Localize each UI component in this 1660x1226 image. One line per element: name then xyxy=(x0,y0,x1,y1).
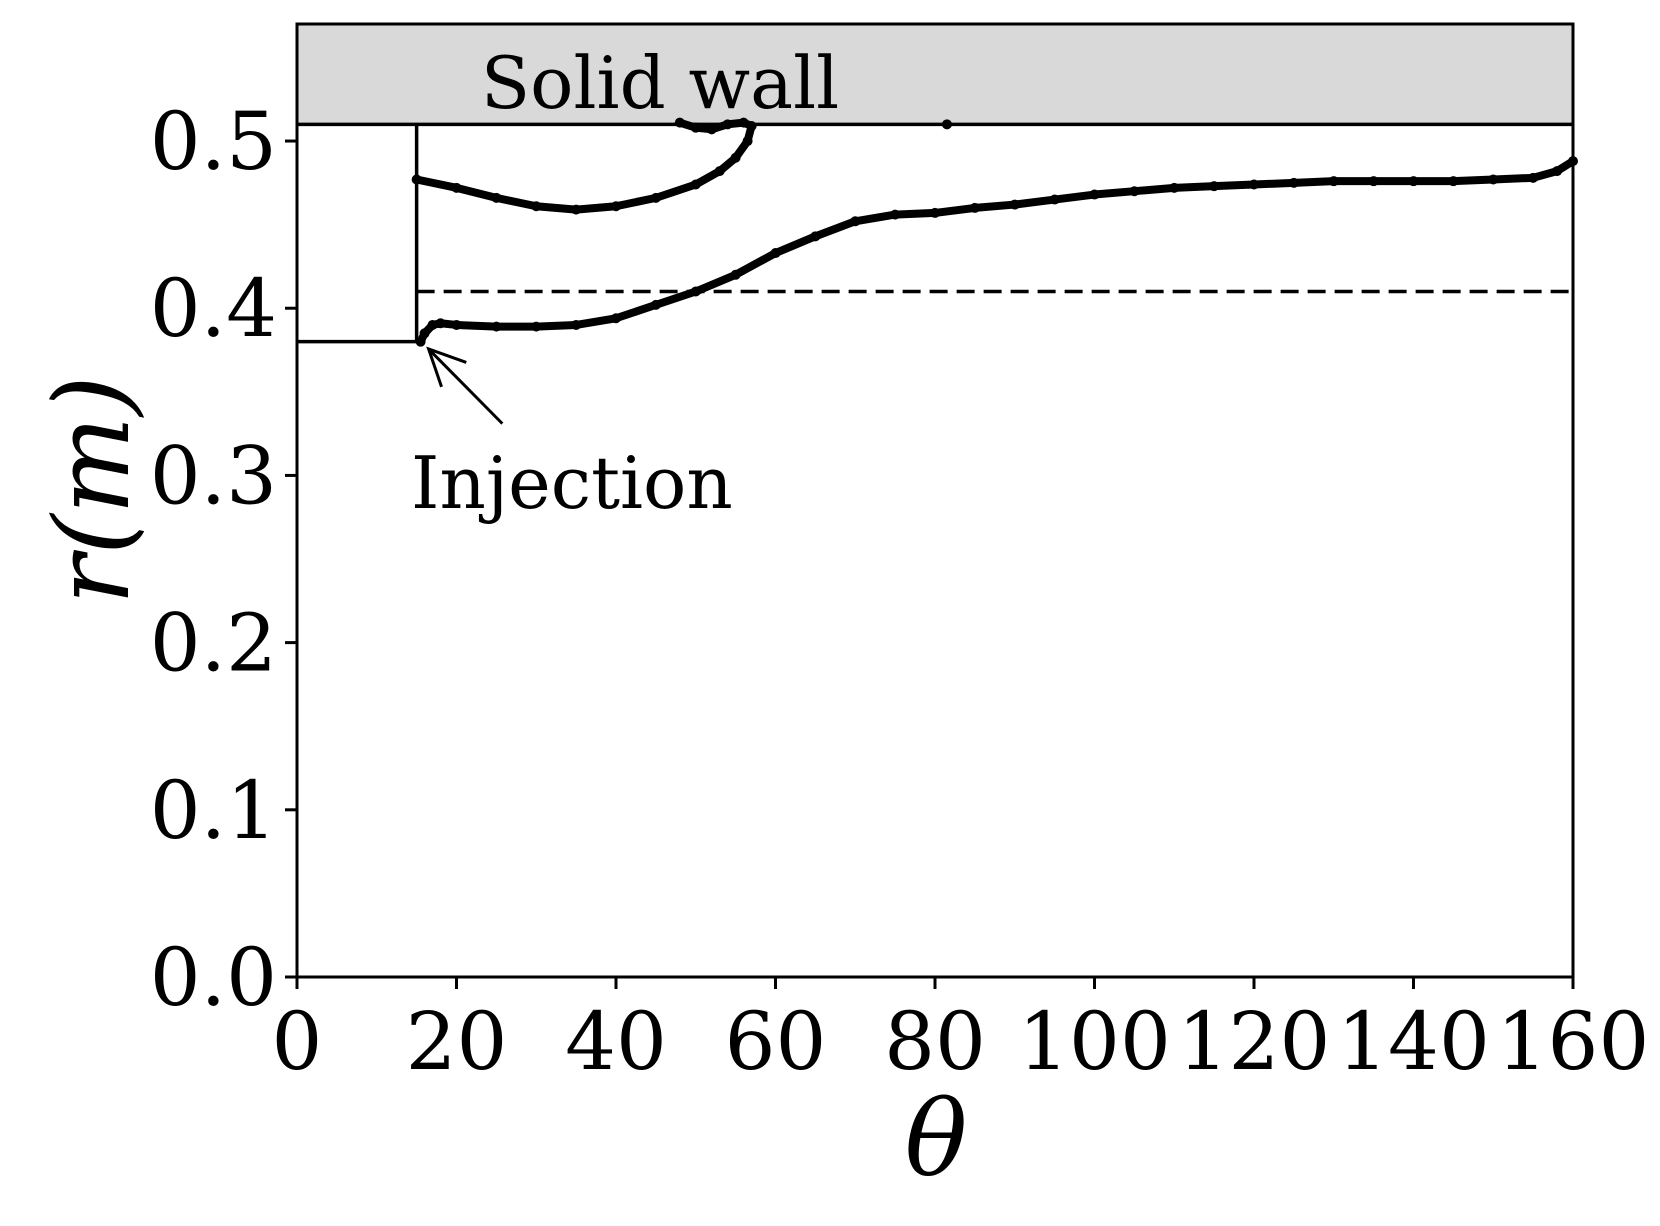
series-1-point xyxy=(1169,182,1180,193)
solid-wall-region xyxy=(297,24,1573,125)
series-1-point xyxy=(1408,176,1419,187)
series-1-point xyxy=(930,207,940,218)
geometry-layer xyxy=(297,122,1573,344)
series-1-point xyxy=(1049,194,1060,205)
series-1-point xyxy=(571,319,582,330)
series-1-point xyxy=(1249,179,1259,190)
series-2-point xyxy=(714,166,725,177)
series-1-point xyxy=(427,319,438,330)
y-tick-label: 0.3 xyxy=(150,429,277,522)
x-tick-label: 0 xyxy=(272,995,323,1088)
series-1-point xyxy=(650,299,661,310)
y-tick-label: 0.4 xyxy=(150,262,277,355)
series-2-point xyxy=(722,119,733,130)
series-2-point xyxy=(738,117,749,128)
y-tick-label: 0.2 xyxy=(150,597,277,690)
x-tick-label: 140 xyxy=(1337,995,1490,1088)
x-tick-label: 80 xyxy=(884,995,986,1088)
series-2-point xyxy=(451,182,462,193)
x-axis-title: θ xyxy=(905,1078,968,1200)
series-1-point xyxy=(810,231,821,242)
y-tick-label: 0.1 xyxy=(150,764,277,857)
y-axis-title: r(m) xyxy=(31,375,153,604)
series-2 xyxy=(411,117,757,215)
series-1-point xyxy=(730,269,741,280)
series-2-point xyxy=(742,136,753,147)
series-1-point xyxy=(491,321,502,332)
injection-arrow-head xyxy=(426,346,467,388)
wall-label: Solid wall xyxy=(481,41,839,125)
series-layer xyxy=(411,117,1578,347)
series-1-line xyxy=(416,157,1577,346)
series-1-point xyxy=(531,321,542,332)
x-tick-label: 60 xyxy=(725,995,827,1088)
injection-arrow-line xyxy=(427,347,504,425)
axis-ticks: 0 20 40 60 80 100 120 140 160 0.0 0.1 0.2 0.3 0.4 0.5 xyxy=(150,95,1650,1088)
series-3-point xyxy=(941,119,952,130)
series-2-point xyxy=(491,192,502,203)
series-2-point xyxy=(650,192,661,203)
series-2-point xyxy=(411,174,422,185)
series-2-point xyxy=(690,122,701,133)
series-1-point xyxy=(1528,172,1539,183)
y-tick-label: 0.0 xyxy=(150,931,277,1024)
series-3 xyxy=(941,119,952,130)
series-1-point xyxy=(850,216,861,227)
series-1-point xyxy=(1488,174,1499,185)
y-tick-label: 0.5 xyxy=(150,95,277,188)
series-1-point xyxy=(415,336,426,347)
series-1-point xyxy=(419,328,430,339)
x-tick-label: 120 xyxy=(1178,995,1331,1088)
series-1-point xyxy=(451,319,462,330)
series-2-point xyxy=(674,117,685,128)
injection-label: Injection xyxy=(411,441,733,525)
x-tick-label: 100 xyxy=(1018,995,1171,1088)
x-tick-label: 40 xyxy=(565,995,667,1088)
series-1-point xyxy=(1129,186,1140,197)
series-1-point xyxy=(611,313,621,324)
series-1-point xyxy=(1089,189,1100,200)
series-1-point xyxy=(969,202,980,213)
injector-step-line xyxy=(297,124,419,344)
series-1-point xyxy=(690,286,701,297)
series-1-point xyxy=(1448,176,1459,187)
series-2-point xyxy=(571,204,582,215)
series-2-point xyxy=(746,120,757,131)
injection-annotation: Injection xyxy=(411,346,733,525)
series-1-point xyxy=(770,248,781,259)
series-1-point xyxy=(435,318,446,329)
series-2-line xyxy=(412,118,756,214)
series-1-point xyxy=(1009,199,1020,210)
x-tick-label: 160 xyxy=(1497,995,1650,1088)
series-1-point xyxy=(890,209,901,220)
series-1-point xyxy=(1209,181,1220,192)
series-1 xyxy=(415,156,1578,347)
series-2-point xyxy=(531,201,542,212)
x-tick-label: 20 xyxy=(406,995,508,1088)
series-1-point xyxy=(1368,176,1379,187)
series-1-point xyxy=(1552,166,1563,177)
series-1-point xyxy=(1328,176,1339,187)
series-2-point xyxy=(611,201,621,212)
series-1-point xyxy=(1288,177,1299,188)
series-2-point xyxy=(730,152,741,163)
series-2-point xyxy=(690,179,701,190)
series-2-point xyxy=(706,124,717,135)
